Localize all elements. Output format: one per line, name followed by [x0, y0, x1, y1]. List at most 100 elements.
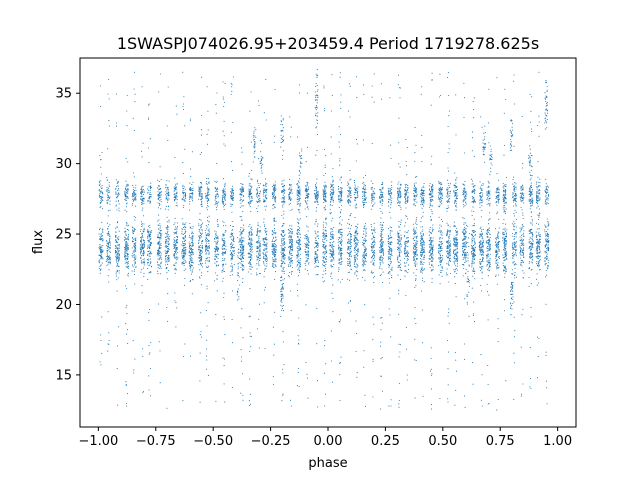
data-point — [127, 275, 129, 277]
data-point — [230, 188, 232, 190]
data-point — [241, 163, 243, 165]
data-point — [160, 257, 162, 259]
data-point — [201, 251, 204, 253]
data-point — [274, 135, 276, 137]
data-point — [271, 251, 273, 253]
data-point — [221, 201, 223, 203]
data-point — [100, 173, 102, 175]
data-point — [131, 270, 133, 272]
data-point — [330, 330, 332, 332]
data-point — [257, 187, 259, 189]
data-point — [257, 250, 259, 252]
data-point — [317, 204, 319, 206]
data-point — [317, 196, 319, 198]
data-point — [283, 250, 286, 252]
data-point — [263, 195, 265, 197]
data-point — [167, 241, 169, 243]
data-point — [222, 202, 224, 204]
data-point — [141, 202, 144, 204]
data-point — [182, 240, 184, 242]
data-point — [355, 230, 357, 232]
data-point — [299, 263, 302, 265]
data-point — [176, 247, 178, 249]
data-point — [157, 202, 159, 204]
data-point — [222, 277, 224, 279]
data-point — [201, 223, 203, 226]
data-point — [272, 196, 274, 198]
data-point — [115, 193, 117, 195]
data-point — [99, 181, 101, 183]
data-point — [106, 199, 108, 201]
data-point — [271, 265, 273, 268]
data-point — [299, 261, 301, 263]
data-point — [216, 206, 218, 208]
data-point — [348, 232, 350, 234]
data-point — [222, 264, 225, 266]
data-point — [241, 205, 243, 207]
data-point — [266, 263, 268, 265]
data-point — [275, 246, 277, 248]
data-point — [216, 191, 219, 193]
data-point — [160, 234, 162, 236]
data-point — [322, 189, 324, 191]
data-point — [241, 188, 243, 190]
data-point — [115, 93, 117, 95]
data-point — [140, 249, 142, 251]
data-point — [314, 251, 316, 253]
data-point — [304, 237, 306, 239]
data-point — [166, 125, 168, 127]
data-point — [263, 254, 265, 256]
data-point — [134, 93, 136, 95]
data-point — [242, 230, 244, 232]
data-point — [140, 260, 142, 262]
data-point — [306, 235, 308, 237]
data-point — [322, 235, 324, 237]
data-point — [266, 189, 268, 191]
data-point — [99, 85, 101, 87]
data-point — [132, 227, 134, 229]
data-point — [222, 257, 224, 259]
data-point — [249, 262, 251, 264]
data-point — [323, 174, 325, 177]
data-point — [250, 244, 252, 246]
data-point — [175, 187, 177, 189]
data-point — [125, 256, 127, 258]
data-point — [190, 190, 192, 192]
data-point — [116, 255, 118, 257]
data-point — [116, 186, 118, 188]
data-point — [107, 228, 109, 230]
data-point — [215, 248, 217, 251]
data-point — [297, 218, 299, 220]
data-point — [307, 250, 309, 252]
data-point — [133, 243, 135, 245]
data-point — [324, 405, 326, 407]
data-point — [216, 290, 218, 292]
data-point — [266, 247, 268, 249]
data-point — [190, 175, 192, 177]
data-point — [339, 197, 341, 199]
data-point — [339, 223, 341, 225]
data-point — [157, 193, 160, 195]
data-point — [106, 250, 108, 252]
data-point — [289, 227, 291, 230]
data-point — [117, 404, 119, 406]
data-point — [340, 94, 342, 96]
data-point — [189, 245, 191, 247]
data-point — [296, 283, 298, 285]
data-point — [241, 253, 243, 255]
data-point — [176, 262, 178, 264]
data-point — [141, 225, 143, 228]
data-point — [365, 239, 367, 241]
data-point — [305, 261, 307, 263]
data-point — [223, 268, 225, 270]
data-point — [317, 246, 319, 248]
data-point — [322, 232, 324, 234]
data-point — [222, 243, 224, 245]
data-point — [100, 264, 102, 266]
data-point — [190, 238, 192, 240]
data-point — [329, 249, 331, 251]
data-point — [330, 198, 332, 200]
data-point — [118, 266, 120, 268]
data-point — [242, 260, 244, 262]
data-point — [242, 255, 244, 257]
